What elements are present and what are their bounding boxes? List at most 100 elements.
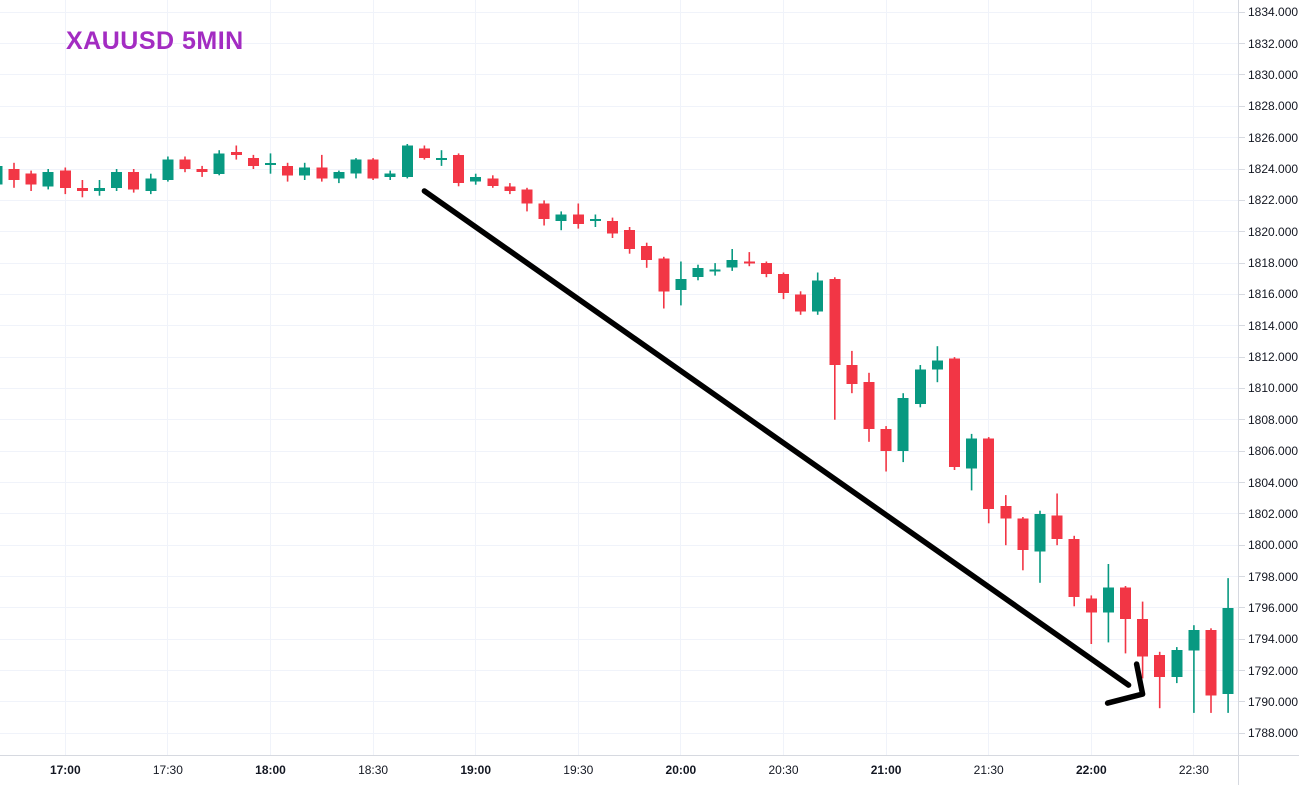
candle-20:10[interactable] — [709, 263, 721, 276]
candle-22:05[interactable] — [1102, 564, 1114, 643]
candle-16:55[interactable] — [42, 169, 54, 190]
candle-19:10[interactable] — [504, 183, 516, 195]
candle-20:45[interactable] — [829, 277, 841, 420]
candle-17:25[interactable] — [145, 173, 157, 195]
price-axis-label: 1808.000 — [1248, 412, 1299, 427]
candle-18:40[interactable] — [401, 144, 413, 179]
candle-18:35[interactable] — [384, 170, 396, 180]
candle-19:25[interactable] — [555, 211, 567, 231]
price-axis-tick — [1239, 701, 1245, 703]
candle-21:05[interactable] — [897, 393, 909, 463]
candle-body — [743, 261, 755, 264]
h-gridline — [0, 74, 1238, 76]
candle-21:50[interactable] — [1051, 493, 1063, 546]
candle-22:10[interactable] — [1120, 586, 1131, 654]
candle-20:25[interactable] — [760, 261, 772, 278]
candle-22:00[interactable] — [1085, 595, 1097, 644]
candle-21:45[interactable] — [1034, 510, 1046, 583]
candle-18:55[interactable] — [453, 153, 465, 187]
candle-20:00[interactable] — [675, 261, 687, 306]
h-gridline — [0, 419, 1238, 421]
candle-body — [1068, 538, 1080, 597]
candle-20:35[interactable] — [795, 291, 807, 315]
candle-16:40[interactable] — [0, 163, 3, 188]
candle-body — [931, 360, 943, 370]
candle-20:20[interactable] — [743, 252, 755, 267]
candle-17:55[interactable] — [247, 154, 259, 169]
candle-17:20[interactable] — [128, 169, 140, 193]
candle-21:40[interactable] — [1017, 517, 1029, 571]
candle-22:25[interactable] — [1171, 647, 1183, 684]
candle-21:35[interactable] — [1000, 495, 1012, 546]
chart-plot-area[interactable]: XAUUSD 5MIN — [0, 0, 1238, 755]
candle-19:30[interactable] — [572, 203, 584, 229]
candle-20:55[interactable] — [863, 372, 875, 442]
candle-19:45[interactable] — [624, 227, 636, 254]
candle-21:10[interactable] — [914, 365, 926, 408]
candle-17:15[interactable] — [111, 169, 123, 191]
candle-22:35[interactable] — [1205, 628, 1217, 713]
candle-19:55[interactable] — [658, 256, 670, 309]
candle-22:15[interactable] — [1137, 601, 1149, 679]
candle-body — [726, 259, 738, 268]
candle-21:25[interactable] — [966, 433, 978, 491]
h-gridline — [0, 105, 1238, 107]
candle-body — [607, 220, 618, 234]
candle-18:15[interactable] — [316, 154, 328, 182]
candle-18:20[interactable] — [333, 170, 345, 184]
candle-body — [42, 172, 54, 187]
candle-17:45[interactable] — [213, 150, 225, 176]
candle-21:00[interactable] — [880, 426, 892, 472]
candle-18:05[interactable] — [282, 162, 294, 182]
candle-19:00[interactable] — [470, 173, 482, 185]
h-gridline — [0, 670, 1238, 672]
candle-body — [983, 438, 995, 510]
time-axis[interactable]: 17:00 17:30 18:00 18:30 19:00 19:30 20:00 20:30… — [0, 756, 1299, 785]
candle-20:05[interactable] — [692, 264, 704, 281]
h-gridline — [0, 701, 1238, 703]
candle-18:30[interactable] — [367, 158, 379, 180]
candle-17:35[interactable] — [179, 156, 191, 173]
candle-22:30[interactable] — [1188, 625, 1200, 713]
candle-18:50[interactable] — [436, 150, 447, 166]
price-axis-label: 1794.000 — [1248, 632, 1299, 647]
candle-18:45[interactable] — [418, 145, 430, 160]
candle-17:30[interactable] — [162, 156, 174, 182]
candle-19:05[interactable] — [487, 175, 499, 188]
candle-20:50[interactable] — [846, 350, 858, 394]
candle-20:40[interactable] — [812, 272, 824, 315]
trend-arrow-annotation[interactable] — [421, 188, 1146, 706]
candle-22:20[interactable] — [1154, 651, 1166, 709]
candle-21:20[interactable] — [949, 357, 960, 470]
candle-19:35[interactable] — [589, 214, 601, 228]
time-axis-border — [0, 755, 1299, 756]
candle-21:30[interactable] — [983, 437, 995, 524]
candle-17:10[interactable] — [94, 180, 105, 196]
candle-body — [863, 382, 875, 430]
candle-body — [812, 280, 824, 312]
price-axis-tick — [1239, 732, 1245, 734]
candle-20:15[interactable] — [726, 249, 738, 271]
candle-17:05[interactable] — [76, 180, 88, 198]
candle-19:15[interactable] — [521, 187, 533, 212]
candle-18:00[interactable] — [265, 153, 276, 174]
candle-22:40[interactable] — [1222, 578, 1234, 713]
candle-19:20[interactable] — [538, 200, 550, 226]
candle-18:10[interactable] — [299, 162, 311, 180]
candle-16:50[interactable] — [25, 170, 37, 191]
candle-19:40[interactable] — [607, 217, 618, 238]
candle-17:50[interactable] — [230, 145, 242, 160]
candle-17:40[interactable] — [196, 165, 208, 177]
candle-body — [282, 165, 294, 176]
candle-18:25[interactable] — [350, 158, 362, 179]
candle-body — [487, 178, 499, 187]
candle-17:00[interactable] — [59, 167, 71, 195]
price-axis[interactable]: 1834.000 1832.000 1830.000 1828.000 1826.000… — [1239, 0, 1299, 755]
candle-21:15[interactable] — [931, 346, 943, 383]
candle-16:45[interactable] — [8, 162, 20, 188]
candle-21:55[interactable] — [1068, 535, 1080, 607]
candle-body — [897, 397, 909, 452]
candle-20:30[interactable] — [778, 272, 789, 300]
candle-19:50[interactable] — [641, 242, 653, 268]
h-gridline — [0, 137, 1238, 139]
